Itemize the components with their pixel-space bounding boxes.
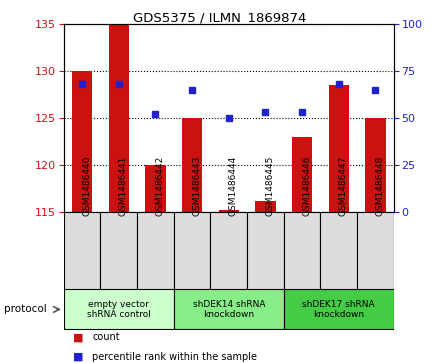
Bar: [109, 25, 129, 212]
Bar: [320, 212, 357, 289]
Text: ■: ■: [73, 352, 83, 362]
Bar: [64, 289, 174, 330]
Text: GSM1486443: GSM1486443: [192, 156, 201, 216]
Bar: [292, 137, 312, 212]
Text: GSM1486441: GSM1486441: [119, 156, 128, 216]
Bar: [255, 201, 275, 212]
Bar: [329, 85, 349, 212]
Text: shDEK17 shRNA
knockdown: shDEK17 shRNA knockdown: [302, 300, 375, 319]
Bar: [247, 212, 284, 289]
Text: percentile rank within the sample: percentile rank within the sample: [92, 352, 257, 362]
Bar: [365, 118, 385, 212]
Bar: [357, 212, 394, 289]
Text: count: count: [92, 332, 120, 342]
Bar: [145, 165, 165, 212]
Bar: [137, 212, 174, 289]
Text: GSM1486445: GSM1486445: [265, 156, 275, 216]
Bar: [174, 289, 284, 330]
Text: ■: ■: [73, 332, 83, 342]
Text: GSM1486444: GSM1486444: [229, 156, 238, 216]
Text: protocol: protocol: [4, 305, 47, 314]
Bar: [100, 212, 137, 289]
Text: shDEK14 shRNA
knockdown: shDEK14 shRNA knockdown: [193, 300, 265, 319]
Bar: [284, 289, 394, 330]
Text: GSM1486447: GSM1486447: [339, 156, 348, 216]
Bar: [64, 212, 100, 289]
Bar: [182, 118, 202, 212]
Bar: [219, 211, 239, 212]
Text: GSM1486440: GSM1486440: [82, 156, 91, 216]
Text: empty vector
shRNA control: empty vector shRNA control: [87, 300, 151, 319]
Bar: [210, 212, 247, 289]
Bar: [284, 212, 320, 289]
Text: GSM1486442: GSM1486442: [155, 156, 165, 216]
Bar: [72, 71, 92, 212]
Bar: [174, 212, 210, 289]
Text: GDS5375 / ILMN_1869874: GDS5375 / ILMN_1869874: [133, 11, 307, 24]
Text: GSM1486446: GSM1486446: [302, 156, 311, 216]
Text: GSM1486448: GSM1486448: [375, 156, 385, 216]
